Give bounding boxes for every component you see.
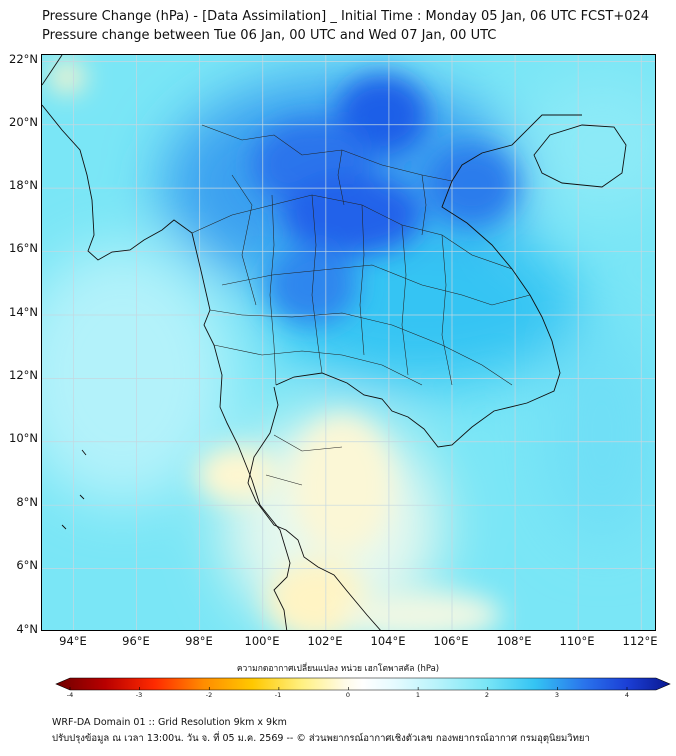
lat-label-10: 10°N xyxy=(9,431,38,445)
lon-label-94: 94°E xyxy=(59,634,87,648)
lat-label-14: 14°N xyxy=(9,305,38,319)
colorbar-tick-4: 4 xyxy=(624,691,630,699)
lon-label-112: 112°E xyxy=(622,634,658,648)
province-boundaries xyxy=(191,124,531,486)
coastline-borders xyxy=(42,55,627,630)
lat-label-8: 8°N xyxy=(16,495,38,509)
map-plot-area xyxy=(41,54,656,631)
colorbar-gradient xyxy=(55,677,671,691)
colorbar-tick-minus3: -3 xyxy=(135,691,143,699)
lon-label-106: 106°E xyxy=(433,634,469,648)
lat-label-16: 16°N xyxy=(9,241,38,255)
lat-label-12: 12°N xyxy=(9,368,38,382)
lon-label-104: 104°E xyxy=(370,634,406,648)
lat-label-18: 18°N xyxy=(9,178,38,192)
footer-domain-info: WRF-DA Domain 01 :: Grid Resolution 9km … xyxy=(52,717,287,728)
lat-label-6: 6°N xyxy=(16,558,38,572)
map-title: Pressure Change (hPa) - [Data Assimilati… xyxy=(42,9,650,24)
map-subtitle: Pressure change between Tue 06 Jan, 00 U… xyxy=(42,28,497,43)
lat-label-4: 4°N xyxy=(16,622,38,636)
lon-label-98: 98°E xyxy=(185,634,213,648)
lon-label-110: 110°E xyxy=(559,634,595,648)
lon-label-102: 102°E xyxy=(307,634,343,648)
colorbar-tick-minus1: -1 xyxy=(274,691,282,699)
pressure-field-shading xyxy=(42,61,655,630)
colorbar-tick-minus4: -4 xyxy=(66,691,74,699)
graticule-grid xyxy=(42,55,655,630)
colorbar-tick-0: 0 xyxy=(345,691,351,699)
lon-label-100: 100°E xyxy=(244,634,280,648)
lon-label-96: 96°E xyxy=(122,634,150,648)
footer-update-info: ปรับปรุงข้อมูล ณ เวลา 13:00น. วัน จ. ที่… xyxy=(52,733,590,744)
colorbar-tick-2: 2 xyxy=(484,691,490,699)
colorbar-tick-3: 3 xyxy=(554,691,560,699)
lon-label-108: 108°E xyxy=(496,634,532,648)
lat-label-22: 22°N xyxy=(9,52,38,66)
colorbar-tick-minus2: -2 xyxy=(205,691,213,699)
colorbar-tick-1: 1 xyxy=(415,691,421,699)
colorbar xyxy=(55,677,671,691)
pressure-change-map xyxy=(42,55,655,630)
lat-label-20: 20°N xyxy=(9,115,38,129)
colorbar-title: ความกดอากาศเปลี่ยนแปลง หน่วย เฮกโตพาสคัล… xyxy=(236,664,440,674)
